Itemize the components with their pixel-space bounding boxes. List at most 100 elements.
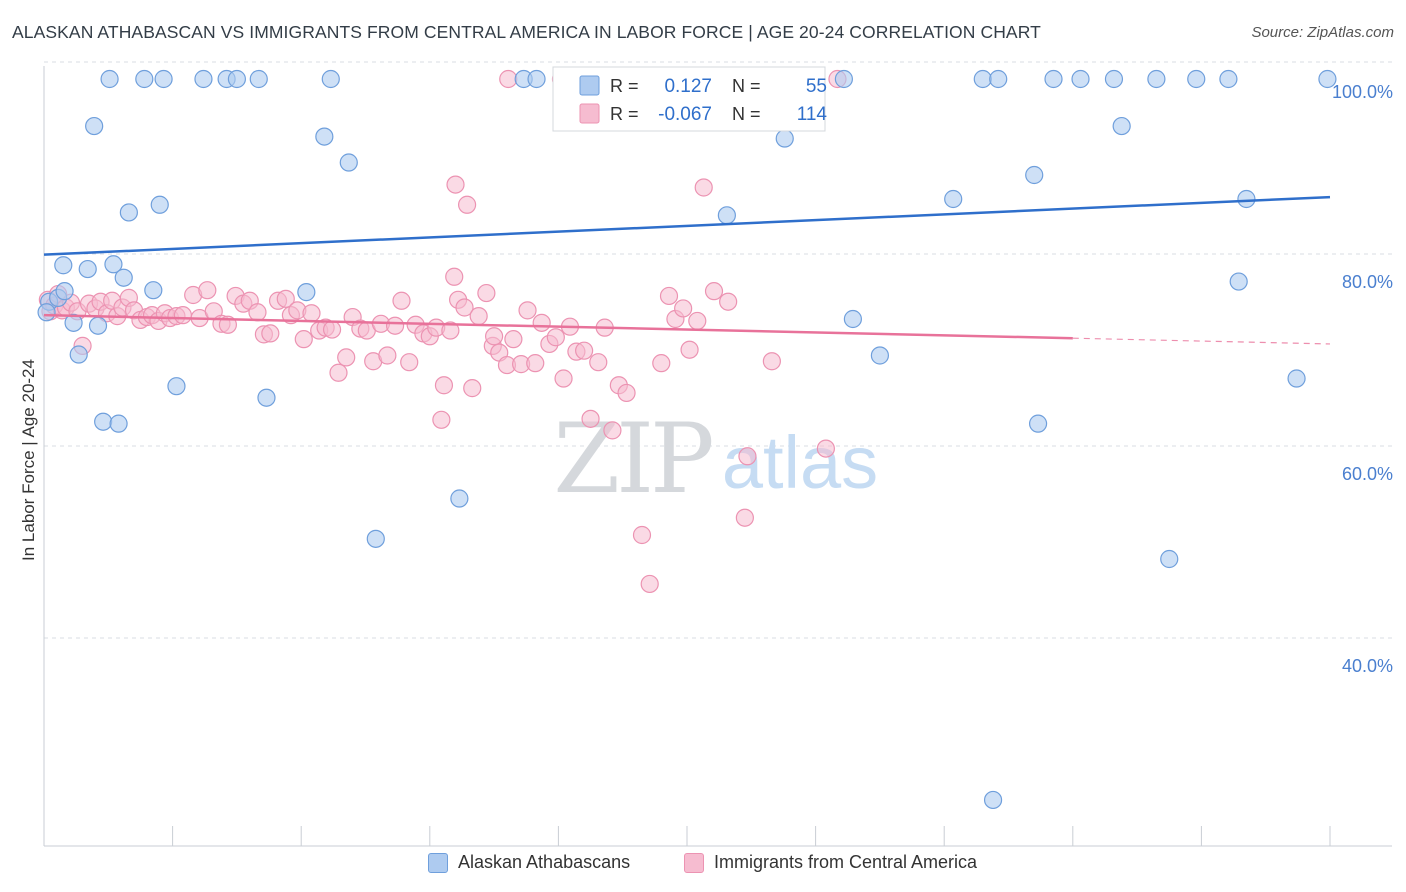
legend-label-alaskan-athabascans: Alaskan Athabascans [458, 852, 631, 872]
trend-lines [43, 195, 1331, 345]
point-alaskan-athabascans [1104, 69, 1124, 89]
point-alaskan-athabascans [1160, 549, 1179, 569]
point-alaskan-athabascans [1237, 189, 1256, 209]
point-immigrants-central-america [485, 327, 504, 346]
point-immigrants-central-america [688, 311, 707, 331]
bottom-legend: Alaskan Athabascans Immigrants from Cent… [0, 850, 1406, 878]
stats-n-value-s2: 114 [797, 104, 828, 125]
point-alaskan-athabascans [114, 268, 133, 287]
point-immigrants-central-america [589, 353, 608, 372]
stats-r-value-s2: -0.067 [658, 104, 712, 125]
series-immigrants-central-america-points [38, 69, 847, 594]
point-immigrants-central-america [640, 574, 659, 594]
stats-legend-swatch-s1 [579, 75, 600, 96]
point-immigrants-central-america [457, 195, 477, 214]
point-immigrants-central-america [532, 313, 551, 332]
point-immigrants-central-america [302, 304, 321, 323]
trendline-immigrants-central-america [43, 313, 1073, 340]
stats-n-label-s1: N = [732, 76, 761, 96]
point-alaskan-athabascans [989, 69, 1008, 89]
point-immigrants-central-america [432, 410, 451, 429]
point-immigrants-central-america [518, 301, 537, 320]
point-alaskan-athabascans [154, 69, 173, 89]
point-alaskan-athabascans [1028, 414, 1048, 433]
point-alaskan-athabascans [1219, 69, 1238, 89]
point-alaskan-athabascans [321, 69, 340, 89]
grid [44, 61, 1392, 639]
point-alaskan-athabascans [227, 69, 246, 89]
point-immigrants-central-america [526, 354, 545, 373]
point-alaskan-athabascans [983, 790, 1003, 810]
point-immigrants-central-america [659, 286, 679, 306]
watermark: ZIP atlas [553, 403, 878, 515]
trendline-immigrants-central-america-extension [1072, 337, 1331, 345]
legend-item-immigrants-central-america[interactable]: Immigrants from Central America [684, 852, 977, 873]
legend-label-immigrants-central-america: Immigrants from Central America [714, 852, 978, 872]
point-immigrants-central-america [198, 281, 217, 300]
point-alaskan-athabascans [249, 69, 268, 89]
point-alaskan-athabascans [94, 412, 113, 431]
point-immigrants-central-america [469, 307, 488, 326]
point-immigrants-central-america [554, 369, 573, 388]
point-alaskan-athabascans [775, 129, 794, 148]
point-alaskan-athabascans [1187, 69, 1206, 89]
point-alaskan-athabascans [1044, 69, 1063, 89]
point-alaskan-athabascans [944, 189, 963, 209]
point-alaskan-athabascans [64, 313, 83, 332]
point-immigrants-central-america [694, 178, 713, 197]
point-alaskan-athabascans [843, 309, 862, 329]
point-immigrants-central-america [546, 328, 565, 347]
point-immigrants-central-america [173, 306, 192, 325]
point-immigrants-central-america [322, 320, 342, 339]
y-tick-label: 60.0% [1342, 464, 1393, 484]
legend-swatch-blue [428, 852, 448, 873]
point-immigrants-central-america [581, 409, 600, 428]
point-alaskan-athabascans [167, 377, 186, 396]
point-alaskan-athabascans [85, 116, 104, 136]
point-alaskan-athabascans [1147, 69, 1166, 89]
point-immigrants-central-america [674, 299, 693, 318]
point-alaskan-athabascans [834, 69, 853, 89]
stats-legend-swatch-s2 [579, 103, 600, 124]
stats-n-value-s1: 55 [806, 76, 827, 97]
point-alaskan-athabascans [100, 69, 119, 89]
point-immigrants-central-america [680, 340, 699, 359]
point-alaskan-athabascans [1287, 369, 1306, 388]
point-immigrants-central-america [337, 348, 356, 367]
point-alaskan-athabascans [366, 529, 385, 548]
point-immigrants-central-america [816, 439, 835, 458]
point-alaskan-athabascans [339, 153, 358, 172]
point-alaskan-athabascans [144, 281, 163, 300]
point-immigrants-central-america [762, 352, 781, 371]
point-immigrants-central-america [504, 330, 523, 349]
point-immigrants-central-america [329, 363, 348, 382]
point-alaskan-athabascans [870, 346, 890, 365]
point-alaskan-athabascans [315, 127, 334, 146]
stats-r-value-s1: 0.127 [664, 76, 712, 97]
point-immigrants-central-america [477, 283, 496, 303]
point-alaskan-athabascans [1112, 116, 1131, 136]
point-immigrants-central-america [704, 282, 724, 301]
point-immigrants-central-america [248, 303, 267, 322]
point-immigrants-central-america [575, 341, 594, 360]
y-tick-label: 80.0% [1342, 272, 1393, 292]
scatter-chart: ZIP atlas 100.0%80.0%60.0%40.0%0.0%100.0… [19, 61, 1393, 847]
point-alaskan-athabascans [88, 316, 108, 335]
y-axis-label: In Labor Force | Age 20-24 [19, 359, 38, 561]
stats-r-label-s1: R = [610, 76, 639, 96]
point-immigrants-central-america [719, 292, 738, 311]
chart-title: ALASKAN ATHABASCAN VS IMMIGRANTS FROM CE… [12, 22, 1041, 42]
point-immigrants-central-america [738, 447, 757, 466]
point-immigrants-central-america [378, 346, 397, 365]
point-immigrants-central-america [294, 330, 313, 349]
point-alaskan-athabascans [78, 259, 97, 279]
stats-r-label-s2: R = [610, 104, 639, 124]
point-alaskan-athabascans [973, 69, 992, 89]
y-tick-label: 40.0% [1342, 656, 1393, 676]
axes [43, 66, 1392, 847]
legend-item-alaskan-athabascans[interactable]: Alaskan Athabascans [428, 852, 630, 873]
legend-swatch-pink [684, 852, 704, 873]
point-alaskan-athabascans [55, 282, 74, 301]
point-immigrants-central-america [445, 267, 464, 286]
point-immigrants-central-america [652, 354, 671, 373]
